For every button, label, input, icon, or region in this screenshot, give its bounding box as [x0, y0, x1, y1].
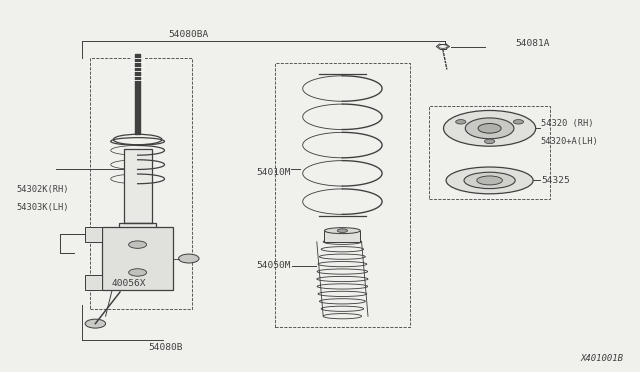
Ellipse shape [129, 269, 147, 276]
Text: 54010M: 54010M [257, 169, 291, 177]
Text: 54325: 54325 [541, 176, 570, 185]
Bar [102, 227, 173, 290]
Ellipse shape [484, 139, 495, 144]
Ellipse shape [465, 118, 514, 139]
Ellipse shape [446, 167, 533, 194]
Text: 54081A: 54081A [515, 39, 550, 48]
Text: X401001B: X401001B [581, 354, 624, 363]
Text: 54320 (RH): 54320 (RH) [541, 119, 593, 128]
Text: 54080B: 54080B [148, 343, 182, 352]
Text: 54303K(LH): 54303K(LH) [16, 203, 68, 212]
Ellipse shape [337, 229, 348, 232]
Text: 54302K(RH): 54302K(RH) [16, 185, 68, 194]
Bar [324, 231, 360, 242]
Text: 54080BA: 54080BA [169, 30, 209, 39]
Ellipse shape [477, 176, 502, 185]
Ellipse shape [324, 228, 360, 234]
Bar [429, 106, 550, 199]
Bar [119, 223, 156, 231]
Bar [85, 227, 102, 242]
Ellipse shape [85, 319, 106, 328]
Ellipse shape [478, 124, 501, 133]
Bar [85, 275, 102, 290]
Ellipse shape [444, 110, 536, 146]
Bar [90, 58, 192, 309]
Ellipse shape [464, 172, 515, 189]
Ellipse shape [179, 254, 199, 263]
Ellipse shape [129, 241, 147, 248]
Bar [124, 149, 152, 223]
Ellipse shape [513, 120, 524, 124]
Ellipse shape [456, 120, 466, 124]
Text: 54320+A(LH): 54320+A(LH) [541, 137, 598, 146]
Bar [275, 63, 410, 327]
Text: 54050M: 54050M [257, 262, 291, 270]
Text: 40056X: 40056X [112, 279, 147, 288]
